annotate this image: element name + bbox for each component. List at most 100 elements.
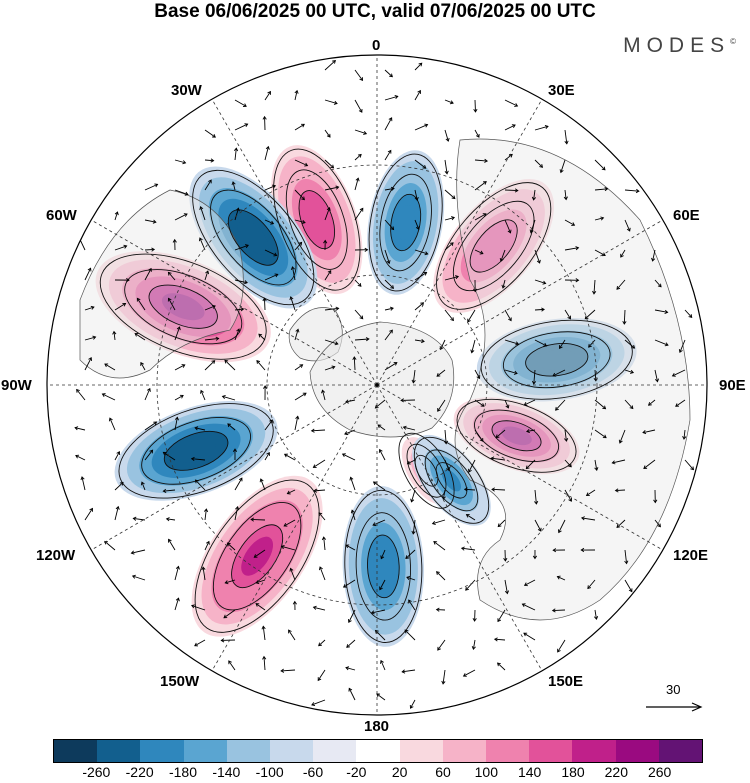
- high-anomaly: [453, 397, 580, 475]
- wind-vector: [671, 369, 686, 377]
- wind-vector: [114, 451, 121, 461]
- wind-vector: [380, 659, 386, 671]
- wind-vector: [234, 477, 243, 491]
- wind-vector: [474, 181, 487, 191]
- colorbar: [53, 739, 703, 763]
- wind-vector: [354, 337, 370, 342]
- contour-layer: [99, 148, 633, 643]
- wind-vector: [204, 270, 210, 281]
- wind-vector: [467, 309, 476, 323]
- wind-vector: [534, 279, 547, 285]
- wind-vector: [402, 425, 416, 431]
- wind-vector: [444, 189, 456, 200]
- wind-vector: [377, 424, 386, 431]
- wind-vector: [496, 662, 506, 671]
- wind-vector: [594, 399, 607, 410]
- wind-vector: [552, 369, 566, 377]
- wind-vector: [559, 159, 566, 174]
- wind-vector: [374, 399, 386, 409]
- wind-vector: [384, 279, 395, 289]
- wind-vector: [204, 179, 212, 191]
- streamline: [424, 449, 479, 512]
- wind-vector: [264, 419, 273, 431]
- wind-vector: [414, 189, 419, 201]
- lon-label-150w: 150W: [160, 673, 200, 690]
- wind-vector: [531, 369, 537, 385]
- wind-vector: [324, 159, 335, 169]
- wind-vector: [112, 330, 117, 341]
- anomaly-band: [501, 426, 532, 446]
- wind-vector-layer: [74, 60, 695, 709]
- wind-vector: [444, 159, 449, 175]
- wind-vector: [406, 459, 416, 465]
- wind-vector: [234, 279, 248, 285]
- wind-vector: [324, 306, 340, 311]
- wind-vector: [168, 538, 176, 551]
- streamline-group: [436, 182, 552, 310]
- streamline: [390, 193, 422, 252]
- wind-vector: [227, 423, 236, 431]
- wind-vector: [201, 566, 206, 581]
- wind-vector: [643, 459, 656, 470]
- streamline: [456, 398, 577, 473]
- wind-vector: [495, 429, 506, 439]
- wind-vector: [354, 69, 364, 82]
- wind-vector: [474, 249, 484, 255]
- streamline: [474, 409, 560, 462]
- wind-vector: [401, 669, 416, 674]
- wind-vector: [132, 516, 146, 521]
- wind-vector: [594, 186, 609, 192]
- streamline: [194, 479, 320, 633]
- wind-vector: [431, 519, 446, 525]
- wind-vector: [592, 279, 597, 295]
- colorbar-tick-label: 100: [474, 764, 499, 780]
- wind-vector: [233, 147, 239, 161]
- wind-vector: [75, 454, 86, 461]
- wind-vector: [473, 99, 478, 113]
- wind-vector: [624, 399, 634, 410]
- wind-vector: [231, 181, 236, 191]
- wind-vector: [264, 90, 271, 101]
- wind-vector: [444, 129, 450, 142]
- wind-vector: [234, 506, 240, 521]
- wind-vector: [372, 481, 386, 491]
- wind-vector: [580, 516, 596, 521]
- wind-vector: [474, 158, 489, 163]
- wind-vector: [501, 279, 506, 289]
- wind-vector: [624, 339, 636, 349]
- map-boundary: [46, 54, 708, 716]
- wind-vector: [654, 339, 669, 347]
- wind-vector: [557, 519, 566, 534]
- wind-vector: [354, 309, 364, 320]
- lon-label-180: 180: [364, 718, 390, 735]
- wind-vector: [114, 505, 120, 521]
- wind-vector: [414, 62, 423, 71]
- streamline-group: [413, 436, 490, 524]
- wind-vector: [165, 517, 176, 522]
- wind-vector: [616, 279, 626, 290]
- wind-vector: [675, 399, 686, 407]
- streamline: [436, 182, 552, 310]
- wind-vector: [678, 339, 686, 354]
- anomaly-band: [537, 349, 577, 370]
- wind-vector: [294, 364, 304, 371]
- wind-vector: [234, 207, 240, 221]
- wind-vector: [289, 567, 296, 581]
- wind-vector: [144, 219, 157, 224]
- wind-vector: [324, 60, 336, 71]
- wind-vector: [324, 99, 338, 105]
- wind-vector: [647, 399, 656, 406]
- wind-vector: [384, 149, 392, 161]
- streamline: [480, 319, 633, 400]
- wind-vector: [624, 549, 629, 565]
- wind-vector: [474, 129, 480, 138]
- wind-vector: [384, 306, 394, 311]
- wind-vector: [234, 328, 241, 341]
- anomaly-band: [373, 546, 394, 586]
- wind-vector: [654, 519, 661, 528]
- wind-vector: [114, 211, 119, 221]
- meridian-line: [376, 219, 663, 386]
- colorbar-tick-label: -180: [168, 764, 198, 780]
- wind-vector: [258, 333, 266, 341]
- wind-vector: [294, 219, 306, 225]
